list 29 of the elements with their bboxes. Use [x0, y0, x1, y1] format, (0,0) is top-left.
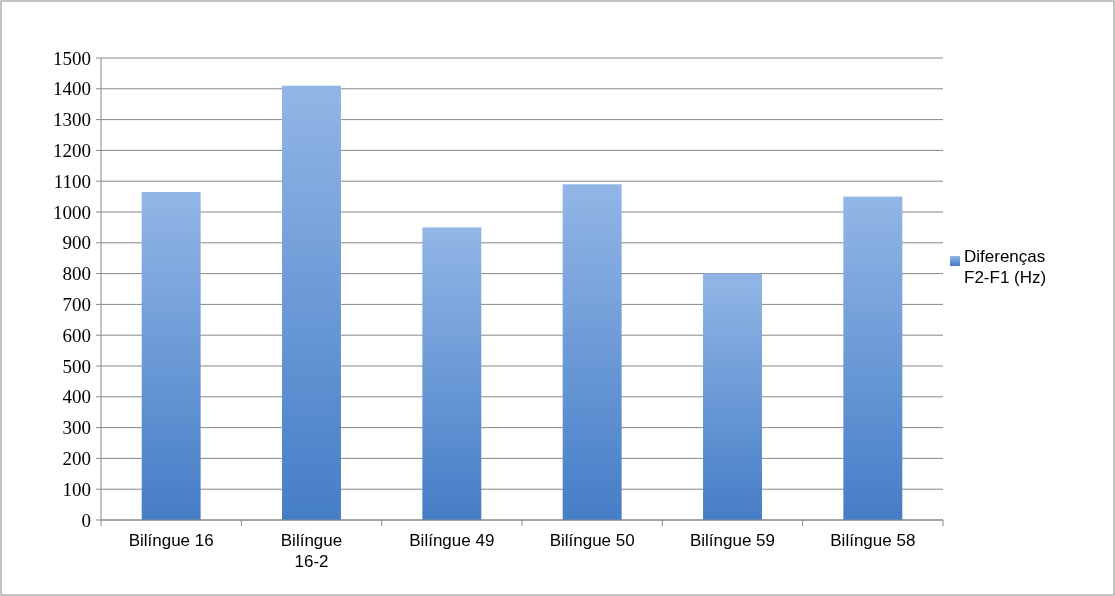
y-tick-label: 500	[62, 355, 91, 377]
y-tick-label: 400	[62, 386, 91, 408]
legend-label: Diferenças F2-F1 (Hz)	[964, 247, 1047, 287]
y-tick-label: 1000	[53, 201, 91, 223]
y-tick-label: 1100	[53, 170, 91, 192]
y-tick-label: 1200	[53, 140, 91, 162]
bar	[422, 227, 482, 520]
y-tick-label: 900	[62, 232, 91, 254]
y-tick-label: 0	[81, 509, 91, 531]
y-tick-label: 600	[62, 324, 91, 346]
bar	[562, 184, 622, 520]
x-tick-label: Bilíngue 58	[830, 531, 916, 550]
bar	[141, 191, 201, 520]
x-tick-label: Bilíngue 59	[689, 531, 776, 550]
y-tick-label: 100	[62, 478, 91, 500]
y-tick-label: 200	[62, 448, 91, 470]
x-tick-label: Bilíngue 49	[409, 531, 495, 550]
y-tick-label: 1400	[53, 78, 91, 100]
x-tick-label: Bilíngue 50	[549, 531, 635, 550]
y-tick-label: 1500	[53, 47, 91, 69]
y-tick-label: 300	[62, 417, 91, 439]
x-tick-label: Bilíngue 16	[128, 531, 214, 550]
bar	[282, 85, 341, 520]
bar	[843, 196, 903, 520]
bar	[703, 273, 762, 520]
y-tick-label: 700	[62, 294, 91, 316]
y-tick-label: 1300	[53, 109, 91, 131]
x-tick-label: Bilíngue 16-2	[280, 531, 343, 571]
y-tick-label: 800	[62, 263, 91, 285]
